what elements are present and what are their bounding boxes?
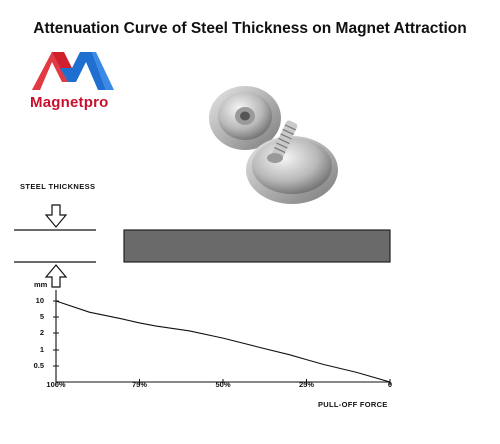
x-tick-label: 0 xyxy=(387,380,393,389)
magnet-pair-photo-icon xyxy=(209,86,338,204)
steel-thickness-label: STEEL THICKNESS xyxy=(20,182,96,191)
attenuation-curve xyxy=(55,300,391,383)
page-title: Attenuation Curve of Steel Thickness on … xyxy=(33,20,467,37)
steel-thickness-diagram xyxy=(14,204,391,288)
y-tick-label: 10 xyxy=(35,296,44,305)
y-tick-label: 2 xyxy=(39,328,44,337)
brand-name: Magnetpro xyxy=(30,94,109,111)
y-tick-label: 0.5 xyxy=(33,361,44,370)
x-tick-label: 25% xyxy=(298,380,314,389)
y-axis-unit: mm xyxy=(34,280,48,289)
down-arrow-icon xyxy=(44,204,68,228)
x-tick-label: 100% xyxy=(46,380,66,389)
magnetpro-m-logo-icon xyxy=(32,52,114,90)
steel-plate xyxy=(123,229,391,263)
x-tick-label: 75% xyxy=(131,380,147,389)
x-tick-label: 50% xyxy=(215,380,231,389)
x-axis-title: PULL-OFF FORCE xyxy=(318,400,388,409)
attenuation-chart xyxy=(53,290,391,385)
y-tick-label: 1 xyxy=(39,345,44,354)
up-arrow-icon xyxy=(44,264,68,288)
y-tick-label: 5 xyxy=(39,312,44,321)
